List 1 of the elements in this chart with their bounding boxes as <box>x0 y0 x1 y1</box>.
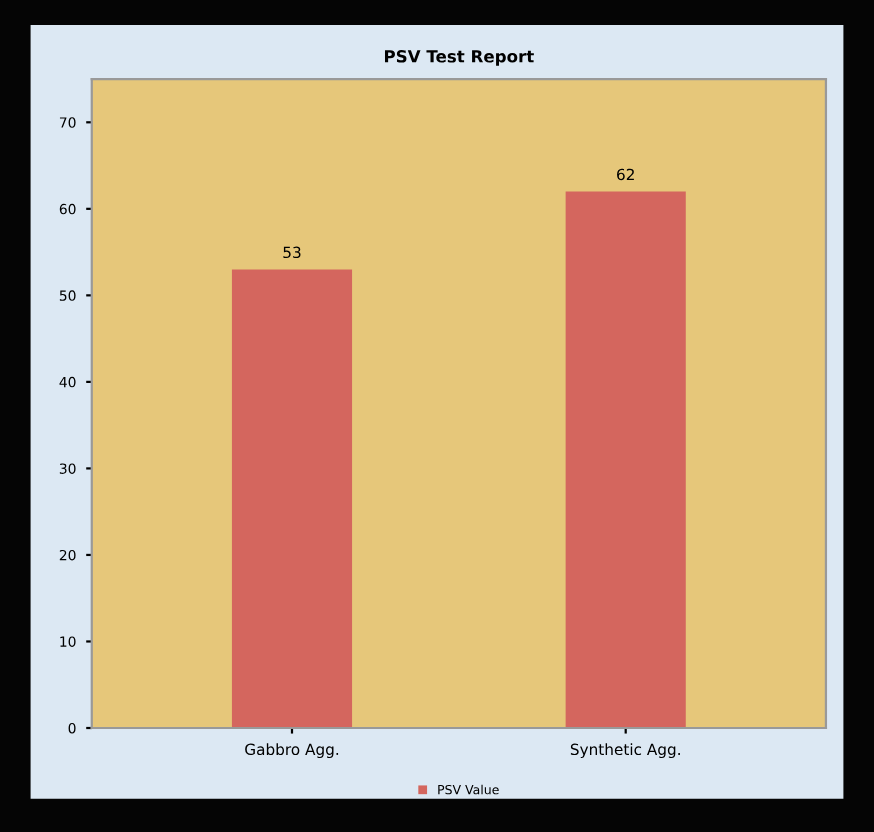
chart-title: PSV Test Report <box>384 50 534 66</box>
